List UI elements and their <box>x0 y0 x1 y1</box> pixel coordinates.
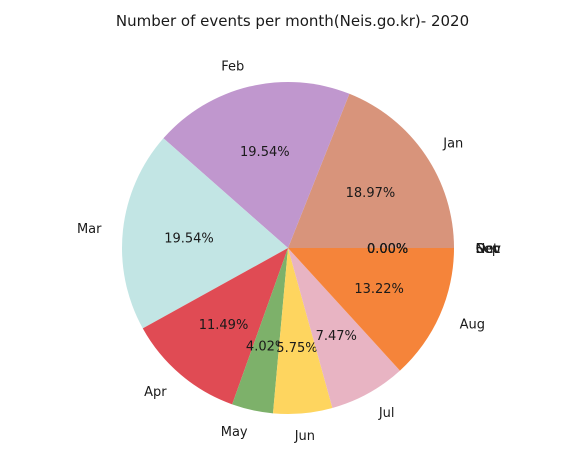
pie-slice-jun <box>273 248 333 414</box>
slice-pct-sep: 0.00% <box>367 242 408 257</box>
slice-label-jan: Jan <box>442 137 463 152</box>
slice-label-dec: Dec <box>476 242 501 257</box>
slice-pct-dec: 0.00% <box>367 242 408 257</box>
slice-pct-apr: 11.49% <box>199 318 249 333</box>
slice-label-mar: Mar <box>77 222 102 237</box>
pie-slice-jul <box>288 248 400 408</box>
pie-slice-aug <box>288 248 454 371</box>
pie-slice-mar <box>122 138 289 329</box>
chart-title: Number of events per month(Neis.go.kr)- … <box>115 12 470 30</box>
pie-slice-jan <box>288 93 454 248</box>
slice-pct-jan: 18.97% <box>346 186 396 201</box>
slice-label-nov: Nov <box>476 242 502 257</box>
slice-label-jun: Jun <box>294 429 315 444</box>
pie-slice-may <box>232 248 288 414</box>
pie-slice-feb <box>163 82 350 249</box>
slice-label-aug: Aug <box>460 318 485 333</box>
slice-pct-mar: 19.54% <box>164 231 214 246</box>
slice-label-may: May <box>221 425 248 440</box>
slice-pct-may: 4.02% <box>246 339 287 354</box>
slice-label-jul: Jul <box>378 406 395 421</box>
slice-label-feb: Feb <box>221 60 244 75</box>
slice-label-oct: Oct <box>476 242 498 257</box>
slice-pct-jul: 7.47% <box>316 329 357 344</box>
slice-pct-jun: 5.75% <box>276 341 317 356</box>
slice-pct-oct: 0.00% <box>367 242 408 257</box>
slice-label-sep: Sep <box>476 242 501 257</box>
slice-pct-nov: 0.00% <box>367 242 408 257</box>
slice-pct-feb: 19.54% <box>240 145 290 160</box>
pie-slice-apr <box>142 248 288 405</box>
slice-label-apr: Apr <box>144 385 167 400</box>
slice-pct-aug: 13.22% <box>354 282 404 297</box>
